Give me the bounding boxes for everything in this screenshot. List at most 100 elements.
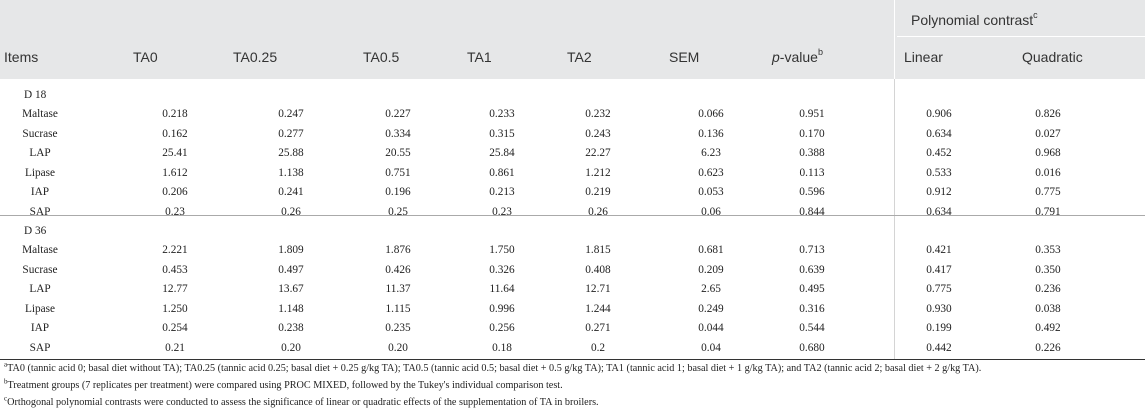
cell-ta1: 0.315 — [489, 127, 515, 140]
cell-sem: 0.209 — [698, 263, 724, 276]
cell-quadratic: 0.775 — [1035, 186, 1061, 199]
footnote-marker: b — [4, 377, 8, 386]
group-label: D 36 — [24, 225, 47, 237]
cell-ta2: 0.219 — [585, 186, 611, 199]
cell-ta0: 1.612 — [162, 166, 188, 179]
cell-ta025: 1.809 — [278, 244, 304, 256]
cell-ta0: 0.21 — [165, 342, 185, 354]
table-row: Maltase 2.221 1.809 1.876 1.750 1.815 0.681 0.7… — [0, 241, 1145, 260]
cell-ta025: 0.497 — [278, 263, 304, 276]
cell-ta2: 0.232 — [585, 108, 611, 120]
footnote-text: Orthogonal polynomial contrasts were con… — [7, 397, 599, 408]
footnote: cOrthogonal polynomial contrasts were co… — [4, 394, 599, 411]
cell-p: 0.639 — [799, 263, 825, 276]
cell-linear: 0.452 — [926, 147, 952, 160]
header-p-value-sup: b — [817, 47, 823, 58]
cell-p: 0.544 — [799, 322, 825, 335]
table-body: D 18 Maltase 0.218 0.247 0.227 0.233 0.232 0.06… — [0, 79, 1145, 360]
cell-ta1: 0.861 — [489, 166, 515, 179]
cell-linear: 0.417 — [926, 263, 952, 276]
cell-p: 0.713 — [799, 244, 825, 256]
cell-sem: 0.053 — [698, 186, 724, 199]
cell-ta1: 0.326 — [489, 263, 515, 276]
cell-ta0: 0.206 — [162, 186, 188, 199]
header-quadratic: Quadratic — [1022, 49, 1083, 65]
cell-sem: 0.136 — [698, 127, 724, 140]
cell-item: IAP — [30, 186, 50, 199]
cell-item: LAP — [29, 147, 51, 160]
cell-ta025: 1.148 — [278, 302, 304, 315]
cell-ta025: 0.241 — [278, 186, 304, 199]
cell-linear: 0.421 — [926, 244, 952, 256]
table-row: IAP 0.206 0.241 0.196 0.213 0.219 0.053 0.596 0.… — [0, 183, 1145, 202]
cell-ta1: 0.213 — [489, 186, 515, 199]
cell-linear: 0.634 — [926, 127, 952, 140]
cell-ta1: 25.84 — [489, 147, 515, 160]
cell-quadratic: 0.016 — [1035, 166, 1061, 179]
cell-p: 0.844 — [799, 206, 825, 218]
header-ta2: TA2 — [567, 49, 592, 65]
cell-p: 0.113 — [799, 166, 825, 179]
group-label: D 18 — [24, 89, 47, 101]
table-row: IAP 0.254 0.238 0.235 0.256 0.271 0.044 0.544 0.… — [0, 319, 1145, 338]
header-column-divider — [894, 0, 895, 79]
header-ta05: TA0.5 — [363, 49, 400, 65]
header-p-value: p-valueb — [772, 47, 823, 65]
footnote-marker: a — [4, 360, 8, 369]
cell-ta05: 0.20 — [388, 342, 408, 354]
group-divider — [0, 215, 1145, 216]
cell-ta025: 0.247 — [278, 108, 304, 120]
cell-item: Lipase — [24, 302, 56, 315]
cell-quadratic: 0.968 — [1035, 147, 1061, 160]
cell-ta0: 12.77 — [162, 283, 188, 296]
cell-sem: 0.06 — [701, 206, 721, 218]
cell-ta0: 2.221 — [162, 244, 188, 256]
cell-p: 0.495 — [799, 283, 825, 296]
cell-linear: 0.634 — [926, 206, 952, 218]
header-sem: SEM — [669, 49, 700, 65]
cell-ta025: 0.277 — [278, 127, 304, 140]
cell-ta05: 0.25 — [388, 206, 408, 218]
cell-ta025: 25.88 — [278, 147, 304, 160]
cell-ta0: 0.254 — [162, 322, 188, 335]
cell-ta1: 0.233 — [489, 108, 515, 120]
cell-ta05: 0.227 — [385, 108, 411, 120]
cell-item: IAP — [30, 322, 50, 335]
cell-ta1: 0.23 — [492, 206, 512, 218]
cell-ta2: 22.27 — [585, 147, 611, 160]
cell-ta0: 0.162 — [162, 127, 188, 140]
cell-ta2: 0.2 — [590, 342, 606, 354]
cell-ta05: 20.55 — [385, 147, 411, 160]
cell-ta05: 0.334 — [385, 127, 411, 140]
cell-ta2: 12.71 — [585, 283, 611, 296]
cell-ta05: 1.876 — [385, 244, 411, 256]
cell-ta1: 0.256 — [489, 322, 515, 335]
cell-p: 0.951 — [799, 108, 825, 120]
cell-ta0: 1.250 — [162, 302, 188, 315]
table-row: SAP 0.23 0.26 0.25 0.23 0.26 0.06 0.844 0.634 0.7… — [0, 203, 1145, 222]
cell-linear: 0.199 — [926, 322, 952, 335]
cell-quadratic: 0.826 — [1035, 108, 1061, 120]
cell-item: Maltase — [22, 244, 58, 256]
cell-p: 0.388 — [799, 147, 825, 160]
header-items: Items — [4, 49, 39, 65]
footnote: bTreatment groups (7 replicates per trea… — [4, 377, 563, 394]
cell-p: 0.316 — [799, 302, 825, 315]
cell-ta05: 0.426 — [385, 263, 411, 276]
cell-quadratic: 0.791 — [1035, 206, 1061, 218]
header-polynomial-contrast: Polynomial contrastc — [911, 10, 1038, 28]
column-divider — [894, 79, 895, 359]
cell-ta1: 0.18 — [492, 342, 512, 354]
header-ta025: TA0.25 — [233, 49, 278, 65]
cell-item: SAP — [29, 206, 51, 218]
cell-quadratic: 0.492 — [1035, 322, 1061, 335]
footnote-text: Treatment groups (7 replicates per treat… — [7, 380, 563, 391]
cell-ta2: 1.815 — [585, 244, 611, 256]
cell-ta1: 0.996 — [489, 302, 515, 315]
cell-ta05: 0.235 — [385, 322, 411, 335]
cell-quadratic: 0.236 — [1035, 283, 1061, 296]
table-row: LAP 12.77 13.67 11.37 11.64 12.71 2.65 0.495 0.7… — [0, 280, 1145, 299]
cell-ta0: 0.218 — [162, 108, 188, 120]
cell-ta2: 1.244 — [585, 302, 611, 315]
